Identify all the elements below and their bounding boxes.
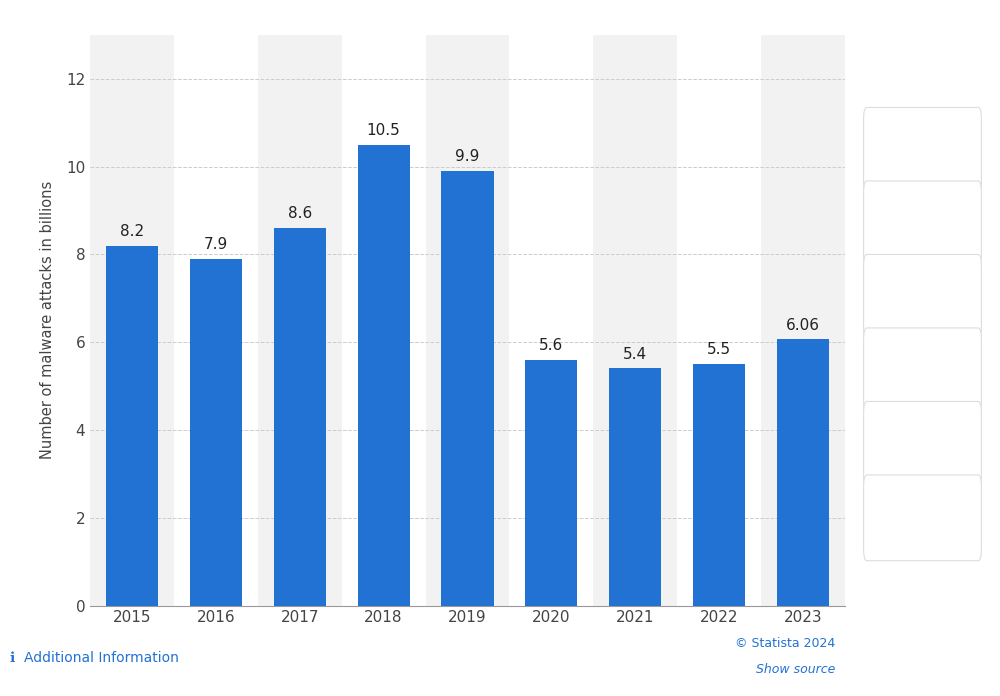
Bar bbox=[593, 35, 677, 606]
FancyBboxPatch shape bbox=[864, 402, 981, 487]
Bar bbox=[174, 35, 258, 606]
Text: © Statista 2024: © Statista 2024 bbox=[735, 638, 835, 650]
Bar bbox=[525, 360, 577, 606]
Bar bbox=[509, 35, 593, 606]
Text: 7.9: 7.9 bbox=[204, 237, 228, 252]
Bar bbox=[342, 35, 426, 606]
Bar bbox=[609, 368, 661, 606]
Bar bbox=[90, 35, 174, 606]
Bar bbox=[693, 364, 745, 606]
Text: 9.9: 9.9 bbox=[455, 150, 480, 164]
FancyBboxPatch shape bbox=[864, 255, 981, 340]
Text: 5.6: 5.6 bbox=[539, 338, 564, 353]
Text: 5.5: 5.5 bbox=[707, 342, 731, 358]
FancyBboxPatch shape bbox=[864, 475, 981, 561]
Bar bbox=[274, 228, 326, 606]
FancyBboxPatch shape bbox=[864, 107, 981, 193]
Bar bbox=[426, 35, 509, 606]
Text: 10.5: 10.5 bbox=[367, 123, 400, 138]
Bar bbox=[106, 246, 158, 606]
Bar bbox=[358, 145, 410, 606]
Text: 6.06: 6.06 bbox=[786, 318, 820, 333]
FancyBboxPatch shape bbox=[864, 328, 981, 413]
Bar bbox=[761, 35, 845, 606]
Text: 8.6: 8.6 bbox=[288, 207, 312, 221]
Bar bbox=[190, 259, 242, 606]
Text: ℹ  Additional Information: ℹ Additional Information bbox=[10, 651, 179, 665]
Text: 8.2: 8.2 bbox=[120, 224, 144, 239]
Bar bbox=[777, 340, 829, 606]
Text: Show source: Show source bbox=[756, 663, 835, 676]
Y-axis label: Number of malware attacks in billions: Number of malware attacks in billions bbox=[40, 181, 55, 459]
Bar bbox=[677, 35, 761, 606]
FancyBboxPatch shape bbox=[864, 181, 981, 267]
Bar bbox=[441, 171, 494, 606]
Text: 5.4: 5.4 bbox=[623, 347, 647, 362]
Bar bbox=[258, 35, 342, 606]
